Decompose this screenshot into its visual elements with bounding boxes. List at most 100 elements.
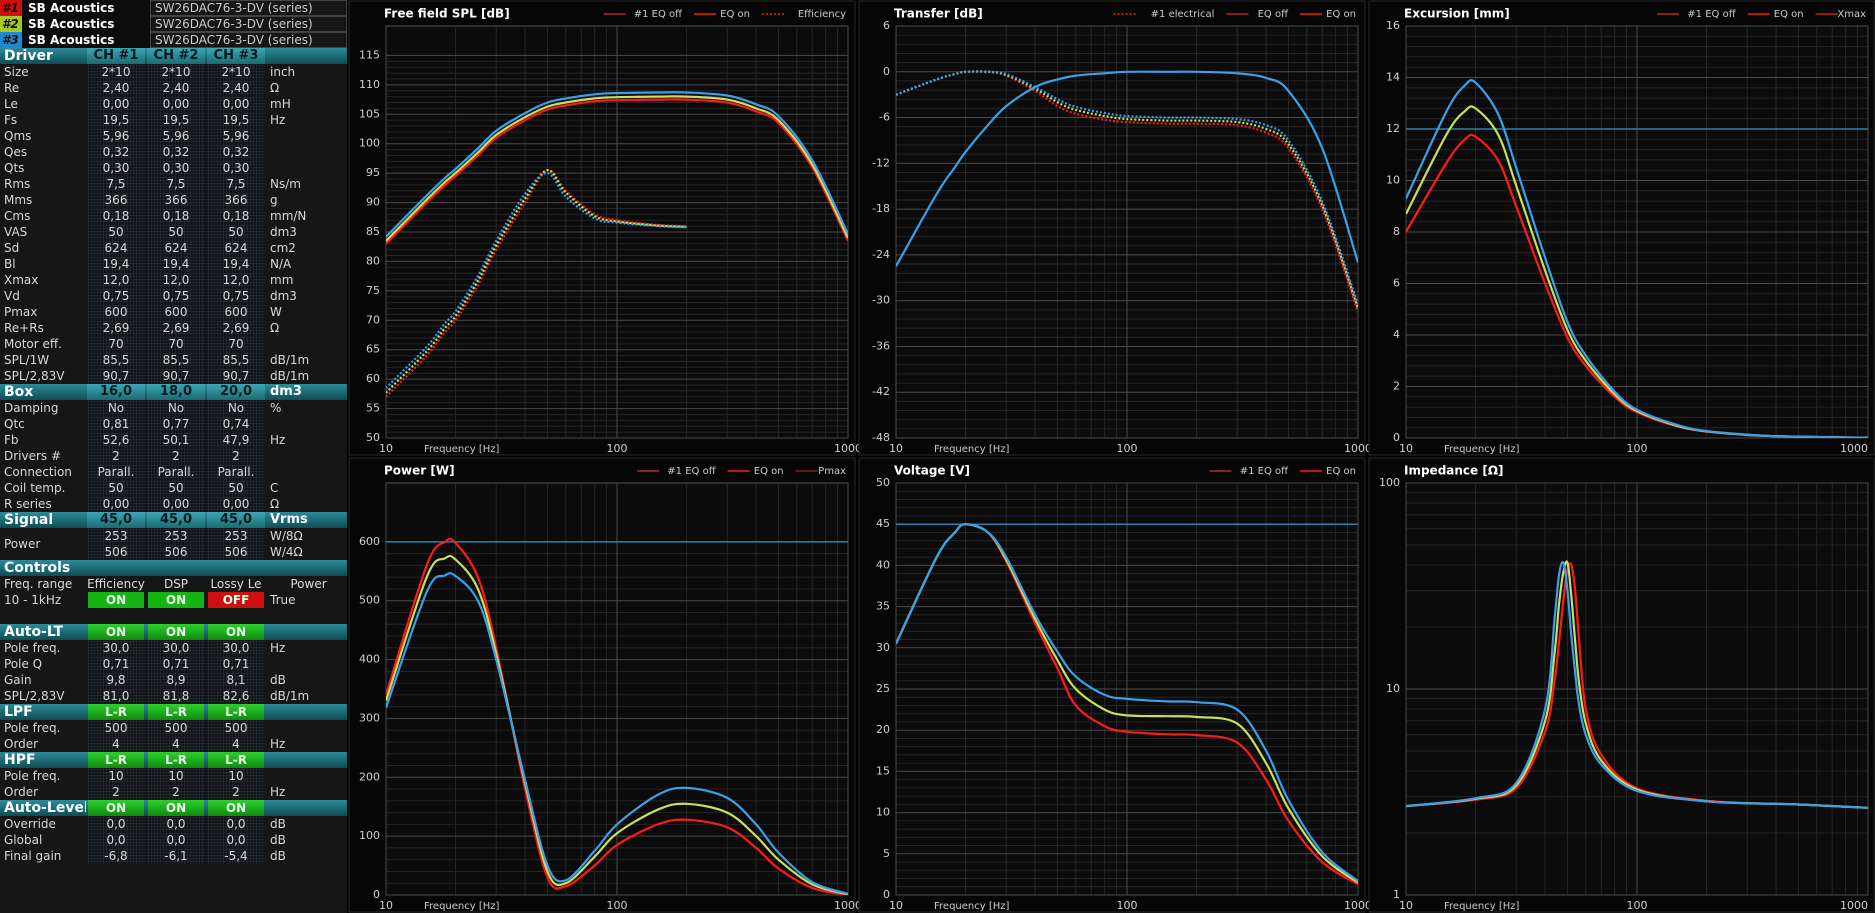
driver-tag: #3 — [0, 32, 22, 48]
value-cell: 0,71 — [207, 656, 265, 672]
value-cell: 45,0 — [207, 512, 265, 528]
toggle-button[interactable]: ON — [88, 592, 144, 608]
toggle-button[interactable]: L-R — [208, 752, 264, 768]
toggle-button[interactable]: L-R — [148, 704, 204, 720]
toggle-button[interactable]: ON — [148, 592, 204, 608]
toggle-button[interactable]: ON — [148, 800, 204, 816]
toggle-button[interactable]: ON — [148, 624, 204, 640]
value-cell: 0,00 — [147, 496, 205, 512]
legend-label: #1 EQ off — [667, 466, 716, 477]
x-tick-label: 100 — [607, 899, 628, 912]
value-cell: 7,5 — [147, 176, 205, 192]
row-plain: Xmax 12,0 12,0 12,0 mm — [0, 272, 347, 288]
x-tick-label: 1000 — [1840, 899, 1868, 912]
value-cell: CH #3 — [207, 48, 265, 64]
value-cell: 8,1 — [207, 672, 265, 688]
value-cell: No — [147, 400, 205, 416]
row-label: Mms — [4, 193, 33, 207]
row-label: Gain — [4, 673, 32, 687]
toggle-button[interactable]: L-R — [88, 752, 144, 768]
unit-cell: Vrms — [270, 512, 308, 527]
row-label: Pmax — [4, 305, 38, 319]
value-cell: 18,0 — [147, 384, 205, 400]
row-btn: 10 - 1kHz ON ON OFF True — [0, 592, 347, 608]
unit-cell: N/A — [270, 257, 292, 271]
value-cell: 0,00 — [87, 496, 145, 512]
value-cell: 70 — [207, 336, 265, 352]
unit-cell: dB — [270, 817, 286, 831]
toggle-button[interactable]: L-R — [148, 752, 204, 768]
x-axis-label: Frequency [Hz] — [424, 901, 500, 912]
row-plain: Drivers #2 2 2 — [0, 448, 347, 464]
value-cell: 2*10 — [87, 64, 145, 80]
value-cell: 253 — [207, 528, 265, 544]
chart-title: Free field SPL [dB] — [384, 7, 510, 21]
legend-label: Pmax — [818, 466, 846, 477]
y-tick-label: 80 — [366, 254, 380, 267]
value-cell: 50,1 — [147, 432, 205, 448]
value-cell: 81,0 — [87, 688, 145, 704]
toggle-button[interactable]: L-R — [88, 704, 144, 720]
value-cell: 506 — [87, 544, 145, 560]
row-plain: Order 2 2 2 Hz — [0, 784, 347, 800]
row-label: Pole Q — [4, 657, 43, 671]
y-tick-label: -48 — [872, 431, 890, 444]
unit-cell: Hz — [270, 641, 286, 655]
value-cell: 0,81 — [87, 416, 145, 432]
unit-cell: Hz — [270, 113, 286, 127]
y-tick-label: 95 — [366, 166, 380, 179]
driver-tag: #2 — [0, 16, 22, 32]
toggle-button[interactable]: ON — [88, 624, 144, 640]
y-tick-label: 2 — [1393, 380, 1400, 393]
value-cell: 2 — [87, 784, 145, 800]
toggle-button[interactable]: ON — [208, 624, 264, 640]
x-tick-label: 10 — [379, 899, 393, 912]
y-tick-label: 4 — [1393, 328, 1400, 341]
value-cell: -6,8 — [87, 848, 145, 864]
y-tick-label: -18 — [872, 202, 890, 215]
unit-cell: cm2 — [270, 241, 296, 255]
chart-title: Power [W] — [384, 464, 455, 478]
unit-cell: W/4Ω — [270, 545, 303, 559]
legend-label: #1 electrical — [1151, 9, 1215, 20]
row-plain: Coil temp. 50 50 50 C — [0, 480, 347, 496]
value-cell: 5,96 — [207, 128, 265, 144]
y-tick-label: -30 — [872, 294, 890, 307]
row-plain: Cms 0,18 0,18 0,18 mm/N — [0, 208, 347, 224]
driver-model: SW26DAC76-3-DV (series) — [150, 0, 347, 16]
toggle-button[interactable]: ON — [208, 800, 264, 816]
legend-label: #1 EQ off — [1687, 9, 1736, 20]
row-label: Final gain — [4, 849, 62, 863]
y-tick-label: 300 — [359, 711, 380, 724]
unit-cell: dB — [270, 849, 286, 863]
y-tick-label: 105 — [359, 107, 380, 120]
y-tick-label: 6 — [1393, 277, 1400, 290]
value-cell: 0,75 — [147, 288, 205, 304]
value-cell: 52,6 — [87, 432, 145, 448]
toggle-button[interactable]: L-R — [208, 704, 264, 720]
value-cell: 19,5 — [147, 112, 205, 128]
row-plain: SPL/2,83V 81,0 81,8 82,6 dB/1m — [0, 688, 347, 704]
y-tick-label: 1 — [1393, 888, 1400, 901]
row-label: Drivers # — [4, 449, 62, 463]
value-cell: 2 — [147, 448, 205, 464]
value-cell: 2*10 — [207, 64, 265, 80]
unit-cell: Ns/m — [270, 177, 301, 191]
value-cell: 5,96 — [147, 128, 205, 144]
unit-cell: Hz — [270, 785, 286, 799]
value-cell: 20,0 — [207, 384, 265, 400]
value-cell: 624 — [87, 240, 145, 256]
value-cell: 2 — [147, 784, 205, 800]
value-cell: 45,0 — [87, 512, 145, 528]
curve — [386, 172, 687, 389]
toggle-button[interactable]: OFF — [208, 592, 264, 608]
x-axis-label: Frequency [Hz] — [934, 901, 1010, 912]
row-label: Le — [4, 97, 18, 111]
value-cell: 506 — [207, 544, 265, 560]
value-cell: 0,00 — [87, 96, 145, 112]
value-cell: 2*10 — [147, 64, 205, 80]
row-plain: Damping No No No% — [0, 400, 347, 416]
toggle-button[interactable]: ON — [88, 800, 144, 816]
y-tick-label: 12 — [1386, 122, 1400, 135]
